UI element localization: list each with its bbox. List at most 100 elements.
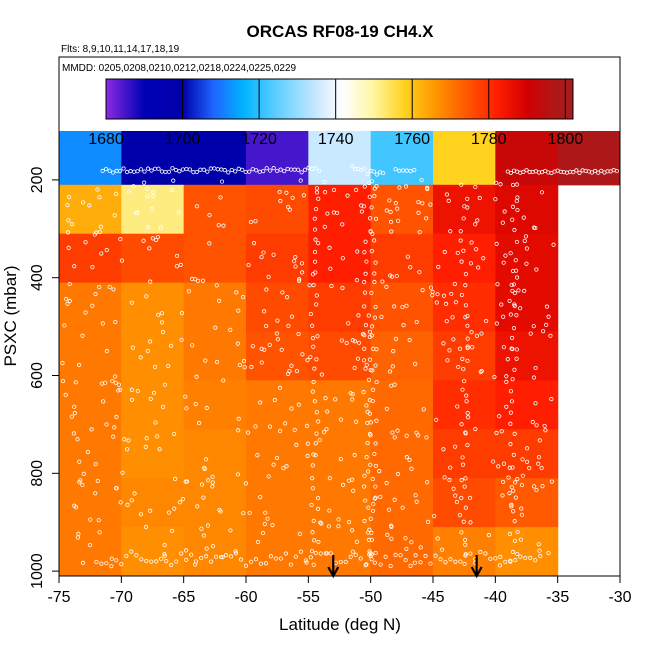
sample-point xyxy=(469,240,474,245)
sample-point xyxy=(111,434,116,439)
sample-point xyxy=(461,216,466,221)
sample-point xyxy=(314,410,319,415)
sample-point xyxy=(222,168,227,173)
sample-point xyxy=(285,295,290,300)
sample-point xyxy=(199,526,204,531)
x-axis-label: Latitude (deg N) xyxy=(279,615,401,634)
heatmap-cell xyxy=(59,282,122,333)
sample-point xyxy=(524,261,529,266)
colorbar-tick-label: 1800 xyxy=(548,131,584,148)
sample-point xyxy=(151,190,156,195)
sample-point xyxy=(414,499,419,504)
sample-point xyxy=(265,516,270,521)
sample-point xyxy=(363,366,368,371)
x-tick-label: -60 xyxy=(234,589,257,606)
sample-point xyxy=(156,312,161,317)
heatmap-cell xyxy=(370,331,434,381)
sample-point xyxy=(261,168,266,174)
sample-point xyxy=(514,356,519,361)
sample-point xyxy=(293,554,298,559)
heatmap-cell xyxy=(183,233,247,284)
sample-point xyxy=(292,427,297,432)
sample-point xyxy=(349,164,355,169)
sample-point xyxy=(365,440,370,446)
sample-point xyxy=(467,495,473,501)
sample-point xyxy=(416,210,421,215)
sample-point xyxy=(501,461,507,466)
heatmap-cell xyxy=(183,380,247,430)
sample-point xyxy=(315,496,321,501)
sample-point xyxy=(346,519,352,525)
sample-point xyxy=(461,367,466,372)
sample-point xyxy=(368,550,373,556)
sample-point xyxy=(292,259,297,264)
sample-point xyxy=(394,273,399,279)
sample-point xyxy=(356,313,361,318)
sample-point xyxy=(113,374,118,379)
sample-point xyxy=(428,202,433,207)
sample-point xyxy=(504,374,509,379)
sample-point xyxy=(462,484,467,489)
sample-point xyxy=(177,210,182,215)
sample-point xyxy=(97,195,102,200)
sample-point xyxy=(412,167,417,173)
sample-point xyxy=(373,550,378,556)
sample-point xyxy=(184,406,189,411)
sample-point xyxy=(314,293,319,298)
sample-point xyxy=(112,213,117,218)
sample-point xyxy=(159,556,164,561)
sample-point xyxy=(186,289,191,294)
sample-point xyxy=(206,478,211,483)
sample-point xyxy=(311,518,316,524)
x-tick-label: -75 xyxy=(47,589,70,606)
sample-point xyxy=(264,323,269,329)
sample-point xyxy=(468,261,474,266)
sample-point xyxy=(447,477,452,483)
sample-point xyxy=(141,238,146,243)
sample-point xyxy=(512,519,517,524)
sample-point xyxy=(364,403,369,408)
sample-point xyxy=(93,491,98,496)
sample-point xyxy=(312,399,317,404)
sample-point xyxy=(441,293,447,298)
sample-point xyxy=(513,258,518,263)
sample-point xyxy=(356,340,362,345)
sample-point xyxy=(333,397,338,402)
sample-point xyxy=(302,167,308,172)
heatmap-cell xyxy=(495,331,559,381)
sample-point xyxy=(160,404,166,409)
sample-point xyxy=(374,379,379,385)
sample-point xyxy=(371,501,376,507)
sample-point xyxy=(494,321,499,326)
sample-point xyxy=(87,542,93,548)
sample-point xyxy=(348,391,353,396)
sample-point xyxy=(541,329,546,334)
sample-point xyxy=(316,168,322,174)
sample-point xyxy=(368,433,373,438)
sample-point xyxy=(497,414,502,419)
sample-point xyxy=(213,554,219,559)
sample-point xyxy=(510,549,516,555)
sample-point xyxy=(277,189,282,195)
sample-point xyxy=(465,358,470,363)
sample-point xyxy=(373,441,378,446)
sample-point xyxy=(118,500,123,505)
heatmap-cell xyxy=(59,233,122,284)
sample-point xyxy=(433,553,438,558)
sample-point xyxy=(474,333,479,338)
sample-point xyxy=(328,266,333,271)
sample-point xyxy=(392,497,397,502)
sample-point xyxy=(127,189,132,195)
sample-point xyxy=(343,559,348,564)
sample-point xyxy=(164,559,169,564)
sample-point xyxy=(499,429,504,434)
sample-point xyxy=(98,224,103,229)
sample-point xyxy=(577,170,582,175)
sample-point xyxy=(511,509,516,514)
sample-point xyxy=(456,364,461,370)
sample-point xyxy=(312,227,318,232)
sample-point xyxy=(474,247,479,252)
sample-point xyxy=(527,466,532,471)
sample-point xyxy=(262,347,267,352)
